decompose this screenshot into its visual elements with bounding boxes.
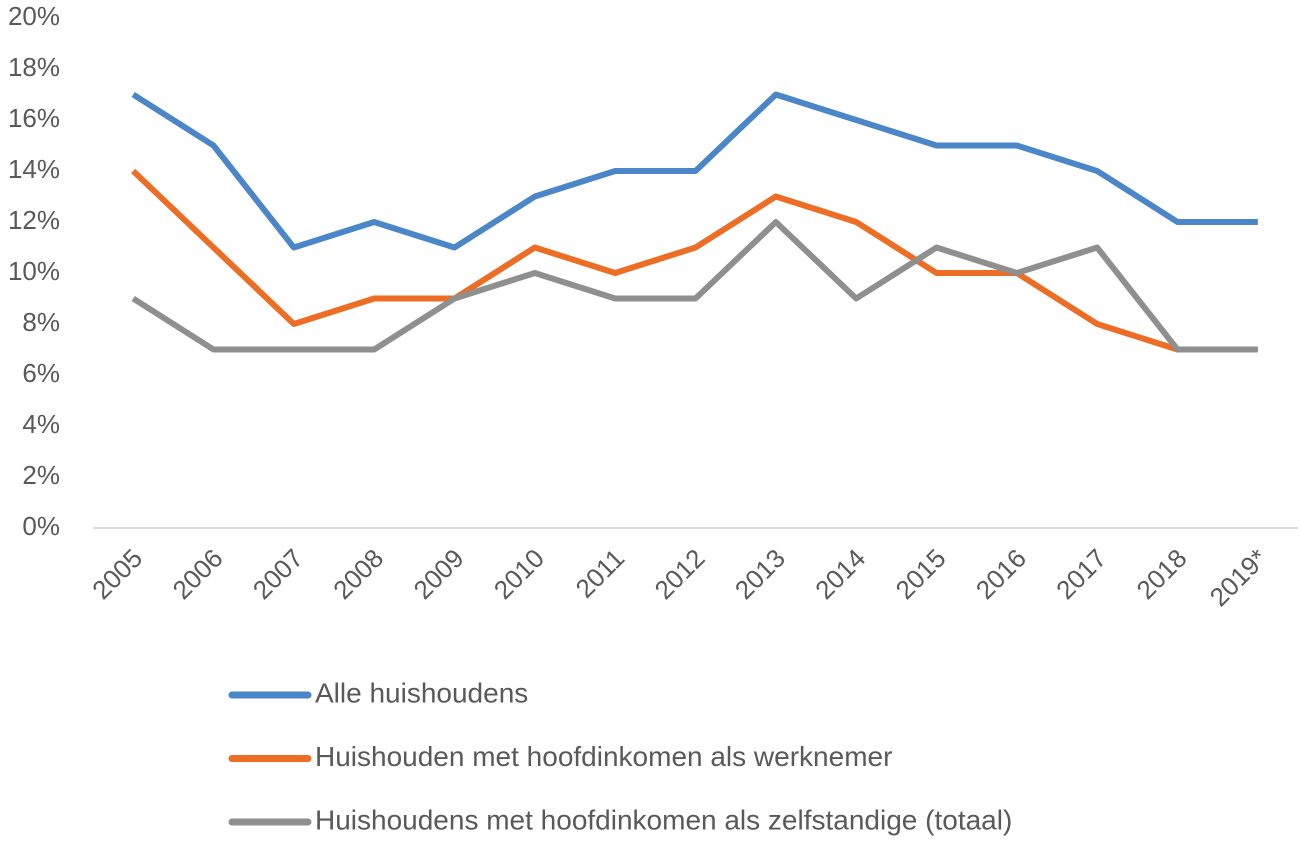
legend-label: Huishouden met hoofdinkomen als werkneme… bbox=[315, 741, 892, 772]
y-tick-label: 18% bbox=[8, 52, 60, 82]
series-line bbox=[131, 91, 1258, 251]
x-tick-label: 2012 bbox=[648, 543, 710, 605]
x-tick-label: 2017 bbox=[1050, 543, 1112, 605]
x-tick-label: 2009 bbox=[407, 543, 469, 605]
y-tick-label: 10% bbox=[8, 256, 60, 286]
x-tick-label: 2013 bbox=[729, 543, 791, 605]
legend-label: Alle huishoudens bbox=[315, 677, 528, 708]
y-tick-label: 6% bbox=[22, 358, 60, 388]
y-tick-label: 12% bbox=[8, 205, 60, 235]
y-tick-label: 4% bbox=[22, 409, 60, 439]
series-line bbox=[131, 219, 1258, 353]
x-tick-label: 2016 bbox=[970, 543, 1032, 605]
x-tick-label: 2010 bbox=[488, 543, 550, 605]
x-tick-label: 2011 bbox=[570, 543, 631, 604]
x-tick-label: 2007 bbox=[247, 543, 309, 605]
x-tick-label: 2005 bbox=[86, 543, 148, 605]
x-tick-label: 2006 bbox=[166, 543, 228, 605]
x-tick-label: 2015 bbox=[889, 543, 951, 605]
legend-label: Huishoudens met hoofdinkomen als zelfsta… bbox=[315, 804, 1012, 835]
y-tick-label: 0% bbox=[22, 511, 60, 541]
y-tick-label: 14% bbox=[8, 154, 60, 184]
y-tick-label: 16% bbox=[8, 103, 60, 133]
y-tick-label: 20% bbox=[8, 1, 60, 31]
y-tick-label: 2% bbox=[22, 460, 60, 490]
x-tick-label: 2018 bbox=[1130, 543, 1192, 605]
x-tick-label: 2014 bbox=[809, 543, 871, 605]
x-tick-label: 2008 bbox=[327, 543, 389, 605]
y-tick-label: 8% bbox=[22, 307, 60, 337]
series-line bbox=[131, 168, 1258, 353]
x-tick-label: 2019* bbox=[1204, 543, 1273, 612]
